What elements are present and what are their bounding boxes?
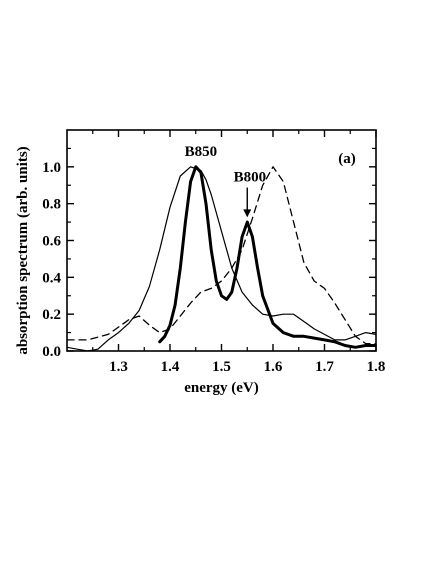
y-tick-label: 0.0 xyxy=(42,344,61,360)
ticks-layer xyxy=(67,130,377,352)
x-tick-label: 1.3 xyxy=(109,359,128,375)
panel-label: (a) xyxy=(338,151,356,167)
y-axis-title: absorption spectrum (arb. units) xyxy=(15,146,31,354)
series-line-dashed xyxy=(67,166,376,345)
x-tick-label: 1.8 xyxy=(367,359,386,375)
x-tick-label: 1.4 xyxy=(161,359,180,375)
series-line-thick-solid xyxy=(158,165,376,349)
labels-layer: 1.3 1.4 1.5 1.6 1.7 1.8 0.0 0.2 0.4 0.6 0.8 1.0 xyxy=(42,160,385,375)
y-tick-label: 0.8 xyxy=(42,197,61,213)
y-tick-label: 0.2 xyxy=(42,307,61,323)
plot-frame xyxy=(66,129,377,352)
annotation-layer: B850 B800 xyxy=(185,144,266,218)
x-tick-label: 1.5 xyxy=(212,359,231,375)
annotation-b800: B800 xyxy=(234,170,267,186)
x-axis-title: energy (eV) xyxy=(184,380,259,396)
series-layer xyxy=(67,165,376,351)
x-tick-label: 1.6 xyxy=(264,359,283,375)
series-line-thin-solid xyxy=(67,166,376,351)
x-tick-label: 1.7 xyxy=(315,359,334,375)
annotation-b850: B850 xyxy=(185,144,218,160)
y-tick-label: 0.6 xyxy=(42,234,61,250)
annotation-arrow-head xyxy=(243,209,252,218)
y-tick-label: 1.0 xyxy=(42,160,61,176)
y-tick-label: 0.4 xyxy=(42,270,61,286)
